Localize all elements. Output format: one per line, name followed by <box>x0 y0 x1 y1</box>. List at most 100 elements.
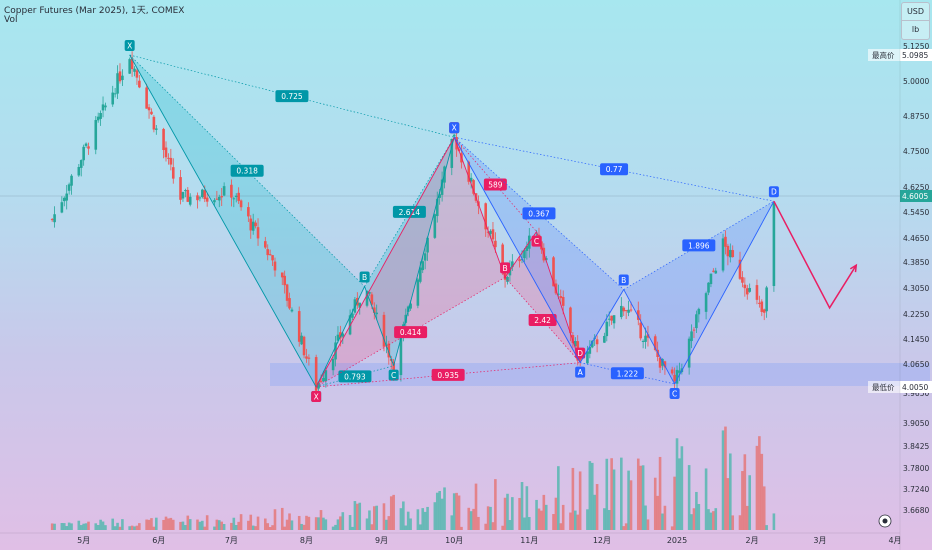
pattern-point-b: B <box>359 271 370 283</box>
volume-bar <box>254 526 257 530</box>
candle-body <box>382 314 386 347</box>
volume-bar <box>760 453 764 530</box>
candle-body <box>588 346 592 354</box>
volume-bar <box>77 520 81 530</box>
projection-line <box>773 200 857 310</box>
volume-bar <box>353 501 357 530</box>
volume-bar <box>60 523 64 530</box>
candle-body <box>586 351 589 364</box>
candle-body <box>571 335 575 344</box>
candle-body <box>334 342 337 360</box>
volume-bar <box>70 523 73 530</box>
volume-bar <box>387 516 391 530</box>
volume-bar <box>399 508 403 530</box>
candle-body <box>557 293 560 295</box>
unit-selector[interactable]: USD lb <box>901 2 930 40</box>
volume-bar <box>162 519 165 530</box>
candle-body <box>84 143 88 146</box>
candle-body <box>738 259 742 279</box>
candle-body <box>336 334 340 341</box>
price-tick-label: 5.0000 <box>903 77 929 86</box>
volume-bar <box>268 526 272 530</box>
point-label: A <box>578 368 584 377</box>
volume-bar <box>116 522 119 530</box>
candle-body <box>511 261 514 268</box>
volume-bar <box>264 518 267 530</box>
pattern-3-leg <box>453 137 581 363</box>
point-badge <box>531 235 542 247</box>
candle-body <box>416 279 420 306</box>
high-price-tag: 最高价 <box>872 50 895 60</box>
time-tick-label: 12月 <box>593 536 611 545</box>
volume-bar <box>249 514 253 530</box>
point-badge <box>359 271 370 283</box>
candle-body <box>559 296 563 299</box>
time-tick-label: 8月 <box>300 536 313 545</box>
candle-body <box>605 321 609 337</box>
point-label: B <box>621 276 626 285</box>
pattern-1-leg <box>315 286 366 388</box>
volume-bar <box>467 507 471 530</box>
volume-bar <box>300 523 303 530</box>
pattern-1-leg <box>364 286 395 366</box>
time-tick-label: 5月 <box>77 536 90 545</box>
volume-bar <box>426 506 429 530</box>
volume-bar <box>474 483 478 530</box>
candle-body <box>65 193 69 201</box>
candle-body <box>438 194 441 198</box>
volume-bar <box>392 494 395 530</box>
volume-bar <box>358 502 362 530</box>
candle-body <box>731 250 735 258</box>
volume-bar <box>111 518 115 530</box>
volume-bar <box>167 518 170 530</box>
projection-arrowhead <box>849 263 858 273</box>
candle-body <box>147 107 151 111</box>
volume-label: Vol <box>4 15 18 25</box>
volume-bar <box>181 521 185 530</box>
candle-body <box>87 146 90 149</box>
volume-bar <box>704 468 708 530</box>
candle-body <box>501 244 504 268</box>
volume-bar <box>443 487 446 530</box>
volume-bar <box>624 523 628 530</box>
volume-bar <box>135 525 139 530</box>
candle-body <box>646 334 650 338</box>
ratio-badge: 0.935 <box>431 368 465 381</box>
price-tick-label: 4.6250 <box>903 183 929 192</box>
volume-bar <box>641 465 645 530</box>
volume-bar <box>620 457 623 530</box>
volume-bar <box>266 523 270 530</box>
ratio-badge: 1.896 <box>682 239 716 252</box>
volume-bar <box>518 497 521 530</box>
volume-bar <box>234 525 238 530</box>
currency-label[interactable]: USD <box>906 7 925 16</box>
candle-body <box>433 214 437 238</box>
price-tick-label: 4.4650 <box>903 234 929 243</box>
volume-bar <box>99 519 102 530</box>
candle-body <box>772 202 776 287</box>
volume-bar <box>511 497 514 530</box>
volume-bar <box>593 494 596 530</box>
volume-bar <box>741 471 744 530</box>
price-tick-label: 3.9050 <box>903 419 929 428</box>
candle-body <box>104 105 107 108</box>
candle-body <box>268 254 272 256</box>
volume-bar <box>712 511 715 530</box>
unit-label[interactable]: lb <box>902 20 929 38</box>
time-tick-label: 7月 <box>225 536 238 545</box>
volume-bar <box>639 465 642 530</box>
volume-bar <box>646 519 650 530</box>
candle-body <box>690 331 693 342</box>
volume-bar <box>205 515 209 530</box>
candle-body <box>101 104 105 111</box>
volume-bar <box>317 517 320 530</box>
volume-bar <box>186 515 190 530</box>
candle-body <box>603 335 606 343</box>
volume-bar <box>65 526 69 530</box>
candle-body <box>135 70 139 78</box>
candle-body <box>622 307 626 312</box>
ratio-badge-bg <box>230 164 264 177</box>
volume-bar <box>695 491 698 530</box>
candle-body <box>266 249 270 256</box>
